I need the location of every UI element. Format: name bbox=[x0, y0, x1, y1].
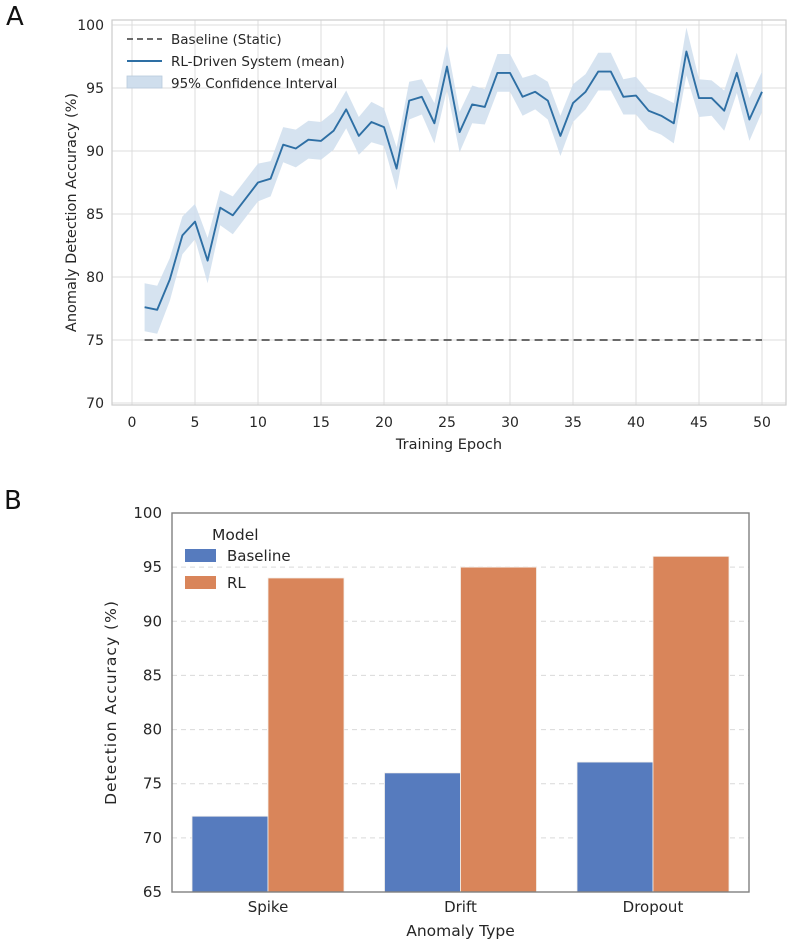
x-tick-label: 25 bbox=[438, 415, 456, 431]
y-tick-label: 95 bbox=[143, 558, 162, 576]
bar-rl-spike bbox=[267, 577, 345, 893]
legend-rl-label: RL bbox=[227, 574, 246, 592]
y-tick-label: 65 bbox=[143, 883, 162, 901]
panel-b-label: B bbox=[4, 486, 22, 516]
x-tick-label: 35 bbox=[564, 415, 582, 431]
y-tick-label: 85 bbox=[86, 207, 104, 223]
y-tick-label: 75 bbox=[143, 775, 162, 793]
x-tick-label: Spike bbox=[248, 898, 289, 916]
y-tick-label: 80 bbox=[143, 721, 162, 739]
legend-title: Model bbox=[212, 526, 259, 544]
y-tick-label: 100 bbox=[77, 18, 104, 34]
confidence-interval-band bbox=[144, 27, 763, 334]
bar-baseline-dropout bbox=[576, 761, 654, 893]
legend-rl-patch bbox=[185, 576, 216, 589]
axes-frame bbox=[111, 19, 787, 406]
x-tick-label: 5 bbox=[191, 415, 200, 431]
y-tick-label: 90 bbox=[143, 612, 162, 630]
y-tick-label: 100 bbox=[133, 504, 162, 522]
legend-mean-label: RL-Driven System (mean) bbox=[171, 54, 345, 70]
legend-baseline-patch bbox=[185, 549, 216, 562]
x-tick-label: 50 bbox=[753, 415, 771, 431]
x-tick-label: Drift bbox=[444, 898, 477, 916]
x-tick-label: 15 bbox=[312, 415, 330, 431]
x-axis-label: Training Epoch bbox=[395, 437, 502, 453]
y-tick-label: 90 bbox=[86, 144, 104, 160]
y-tick-label: 95 bbox=[86, 81, 104, 97]
y-tick-label: 85 bbox=[143, 666, 162, 684]
x-tick-label: Dropout bbox=[623, 898, 684, 916]
legend-ci-label: 95% Confidence Interval bbox=[171, 76, 337, 92]
panel-b-bar-chart: 65 70 75 80 85 90 95 100 Spike Drift Dropout Anomal… bbox=[102, 504, 750, 940]
y-axis-label: Anomaly Detection Accuracy (%) bbox=[64, 93, 80, 332]
y-tick-label: 70 bbox=[86, 396, 104, 412]
mean-accuracy-line bbox=[144, 50, 763, 311]
bar-rl-drift bbox=[460, 566, 537, 893]
y-tick-label: 75 bbox=[86, 333, 104, 349]
axes-frame bbox=[171, 512, 750, 893]
x-tick-label: 45 bbox=[690, 415, 708, 431]
legend-baseline-label: Baseline bbox=[227, 547, 291, 565]
bar-rl-dropout bbox=[652, 555, 730, 893]
y-tick-label: 70 bbox=[143, 829, 162, 847]
x-axis-label: Anomaly Type bbox=[406, 922, 515, 940]
bar-baseline-spike bbox=[191, 815, 269, 893]
x-tick-label: 10 bbox=[249, 415, 267, 431]
bar-baseline-drift bbox=[384, 772, 461, 893]
x-tick-label: 0 bbox=[128, 415, 137, 431]
legend-baseline-label: Baseline (Static) bbox=[171, 32, 282, 48]
x-tick-label: 20 bbox=[375, 415, 393, 431]
panel-a-line-chart: 0 5 10 15 20 25 30 35 40 45 50 70 75 80 85 90 95 100 Train… bbox=[64, 18, 787, 453]
y-axis-label: Detection Accuracy (%) bbox=[102, 600, 120, 805]
x-tick-label: 40 bbox=[627, 415, 645, 431]
x-tick-label: 30 bbox=[501, 415, 519, 431]
y-tick-label: 80 bbox=[86, 270, 104, 286]
panel-a-label: A bbox=[6, 2, 24, 32]
legend-ci-patch bbox=[126, 75, 163, 89]
